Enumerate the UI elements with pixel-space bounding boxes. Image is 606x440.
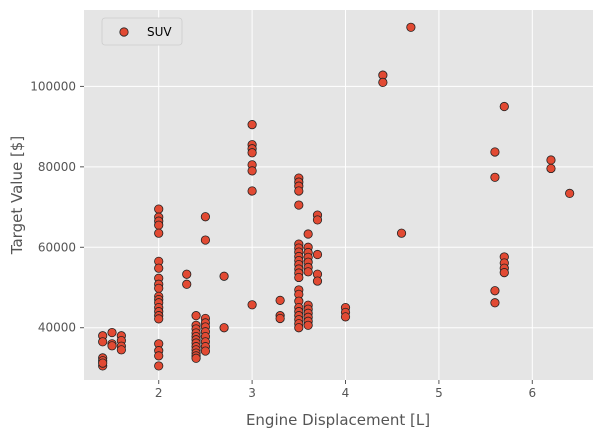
grid-lines — [84, 10, 593, 380]
data-point — [294, 200, 304, 210]
y-tick-label: 60000 — [38, 240, 76, 254]
data-point — [219, 323, 229, 333]
data-point — [546, 155, 556, 165]
data-point — [98, 358, 108, 368]
data-point — [191, 311, 201, 321]
x-axis-label: Engine Displacement [L] — [246, 411, 430, 429]
data-point — [247, 148, 257, 158]
data-point — [303, 267, 313, 277]
data-point — [247, 166, 257, 176]
data-point — [200, 346, 211, 356]
data-point — [154, 361, 164, 371]
data-point — [107, 341, 117, 351]
data-point — [154, 351, 164, 361]
data-point — [406, 22, 416, 32]
data-point — [490, 298, 500, 308]
legend-label-suv: SUV — [147, 25, 172, 39]
data-point — [154, 204, 164, 214]
data-point — [191, 353, 201, 363]
data-point — [294, 323, 304, 333]
data-point — [182, 279, 192, 289]
y-tick-label: 40000 — [38, 321, 76, 335]
legend-box — [101, 17, 183, 46]
data-point — [200, 212, 211, 222]
data-point — [312, 215, 323, 225]
data-point — [499, 101, 509, 112]
data-point — [490, 286, 500, 296]
data-point — [275, 295, 285, 305]
x-tick-label: 6 — [528, 386, 536, 400]
data-point — [154, 220, 164, 230]
x-tick-label: 2 — [155, 386, 163, 400]
x-axis-ticks: 2 3 4 5 6 — [155, 380, 536, 400]
data-point — [275, 313, 285, 324]
data-point — [378, 77, 388, 87]
y-tick-label: 80000 — [38, 160, 76, 174]
data-point — [98, 337, 108, 347]
data-point — [200, 235, 211, 245]
x-tick-label: 4 — [342, 386, 350, 400]
data-point — [490, 172, 500, 182]
data-point — [565, 188, 575, 198]
data-point — [247, 186, 257, 196]
data-point — [312, 249, 323, 260]
data-point — [182, 269, 192, 279]
legend-marker — [119, 27, 129, 37]
data-point — [546, 163, 556, 174]
data-point — [490, 147, 500, 157]
y-axis-ticks: 40000 60000 80000 100000 — [30, 79, 84, 335]
data-point — [247, 300, 257, 310]
data-point — [294, 186, 304, 196]
data-points — [98, 22, 575, 371]
data-point — [340, 312, 351, 322]
data-point — [303, 320, 313, 330]
data-point — [154, 263, 164, 273]
data-point — [154, 283, 164, 293]
data-point — [499, 268, 509, 278]
x-tick-label: 3 — [248, 386, 256, 400]
data-point — [154, 314, 164, 324]
data-point — [219, 271, 229, 281]
data-point — [154, 228, 164, 238]
data-point — [396, 228, 407, 238]
data-point — [107, 327, 117, 338]
data-point — [247, 120, 257, 130]
x-tick-label: 5 — [435, 386, 443, 400]
plot-area — [84, 10, 593, 380]
legend: SUV — [101, 17, 183, 46]
data-point — [294, 272, 304, 283]
data-point — [312, 276, 323, 286]
data-point — [116, 345, 126, 355]
y-tick-label: 100000 — [30, 79, 76, 93]
y-axis-label: Target Value [$] — [8, 136, 26, 255]
data-point — [303, 229, 313, 239]
